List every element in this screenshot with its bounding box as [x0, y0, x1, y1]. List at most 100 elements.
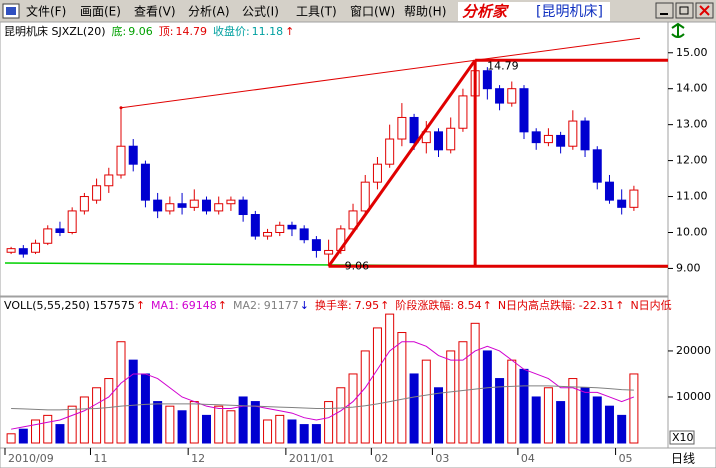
menu-item[interactable]: 工具(T)	[296, 5, 337, 19]
window-title: [昆明机床]	[536, 4, 603, 20]
rise-line	[327, 59, 477, 268]
candle-body	[43, 228, 53, 244]
menu: 文件(F) 画面(E) 查看(V) 分析(A) 公式(I) 工具(T) 窗口(W) 帮助(H)	[26, 4, 446, 19]
candle-body	[592, 149, 602, 183]
volume-bar	[421, 359, 431, 444]
indicator-label: N日内高点跌幅:	[498, 298, 576, 312]
volume-bar	[79, 396, 89, 444]
volume-bar	[495, 378, 505, 444]
volume-bar	[507, 359, 517, 444]
candle-body	[360, 181, 370, 212]
candle-body	[421, 131, 431, 144]
bottom-annotation: 9.06	[345, 259, 370, 272]
candle-body	[177, 203, 187, 208]
volume-bar	[434, 387, 444, 444]
menu-item[interactable]: 查看(V)	[134, 5, 176, 19]
restore-button[interactable]	[675, 2, 694, 19]
volume-bar	[372, 327, 382, 444]
indicator-arrow: ↑	[380, 299, 389, 312]
y-tick-label: 12.00	[676, 154, 708, 167]
indicator-label: N日内低	[630, 298, 671, 312]
period-label: 日线	[671, 452, 695, 466]
candle-body	[434, 131, 444, 151]
menu-item[interactable]: 画面(E)	[80, 5, 121, 19]
indicator-value: 91177	[264, 299, 299, 312]
indicator-value: 9.06	[128, 25, 153, 38]
trend-anchor	[119, 106, 123, 110]
candle-body	[287, 224, 297, 230]
menu-item[interactable]: 分析(A)	[188, 5, 230, 19]
indicator-value: 7.95	[355, 299, 380, 312]
x-tick-label: 11	[93, 452, 107, 465]
x-tick-label: 03	[435, 452, 449, 465]
unit-box	[669, 430, 695, 445]
indicator-value: 157575	[93, 299, 135, 312]
indicator-arrow: ↑	[218, 299, 227, 312]
volume-bar	[324, 401, 334, 444]
candle-body	[617, 199, 627, 208]
x-tick-label: 2010/09	[8, 452, 54, 465]
volume-bar	[360, 350, 370, 444]
volume-bar	[592, 396, 602, 444]
candle-body	[482, 70, 492, 90]
indicator-label: 顶:	[159, 25, 174, 38]
unit-label: X10	[672, 431, 694, 444]
x-tick-label: 02	[374, 452, 388, 465]
volume-bar	[299, 424, 309, 444]
volume-bar	[104, 378, 114, 444]
app-icon-glyph	[6, 7, 16, 15]
menu-item[interactable]: 文件(F)	[26, 4, 66, 19]
indicator-arrow: ↓	[300, 299, 309, 312]
volume-bar	[67, 405, 77, 444]
app-title: 分析家	[462, 3, 510, 21]
volume-bar	[165, 405, 175, 444]
volume-bar	[568, 378, 578, 444]
menu-item[interactable]: 公式(I)	[242, 5, 279, 19]
indicator-value: -22.31	[579, 299, 614, 312]
ma-line	[11, 341, 635, 430]
minimize-button[interactable]	[655, 2, 674, 19]
y-tick-label: 20000	[676, 344, 711, 357]
volume-bar	[458, 341, 468, 444]
price-panel	[0, 21, 669, 297]
candle-body	[397, 116, 407, 140]
volume-bar	[617, 414, 627, 444]
title-box	[458, 2, 610, 21]
menu-item[interactable]: 窗口(W)	[350, 5, 395, 19]
candle-body	[409, 116, 419, 144]
candle-body	[458, 95, 468, 129]
candle-body	[543, 134, 553, 144]
menu-item[interactable]: 帮助(H)	[404, 5, 446, 19]
volume-bar	[348, 373, 358, 444]
price-header: 昆明机床 SJXZL(20) 底: 9.06 顶: 14.79 收盘价: 11.18 ↑	[4, 24, 294, 38]
candle-body	[6, 248, 16, 253]
candle-body	[153, 199, 163, 212]
volume-bar	[336, 387, 346, 444]
candle-body	[201, 199, 211, 212]
volume-bar	[116, 341, 126, 444]
volume-bar	[519, 368, 529, 444]
y-tick-label: 9.00	[676, 261, 701, 274]
candle-body	[299, 228, 309, 241]
volume-bar	[604, 405, 614, 444]
candle-body	[263, 231, 273, 237]
volume-bar	[214, 405, 224, 444]
volume-bar	[543, 387, 553, 444]
candle-body	[79, 196, 89, 212]
window-buttons	[655, 2, 714, 19]
indicator-label: 换手率:	[315, 298, 352, 312]
candle-body	[531, 131, 541, 144]
y-tick-label: 10000	[676, 390, 711, 403]
candle-body	[18, 248, 28, 255]
volume-bar	[153, 401, 163, 444]
y-tick-label: 15.00	[676, 46, 708, 59]
anchor-icon[interactable]	[671, 22, 685, 38]
x-tick-label: 04	[521, 452, 535, 465]
candle-body	[55, 228, 65, 233]
volume-bar	[226, 410, 236, 444]
candle-body	[92, 185, 102, 201]
candle-body	[385, 138, 395, 165]
candle-body	[556, 134, 566, 147]
